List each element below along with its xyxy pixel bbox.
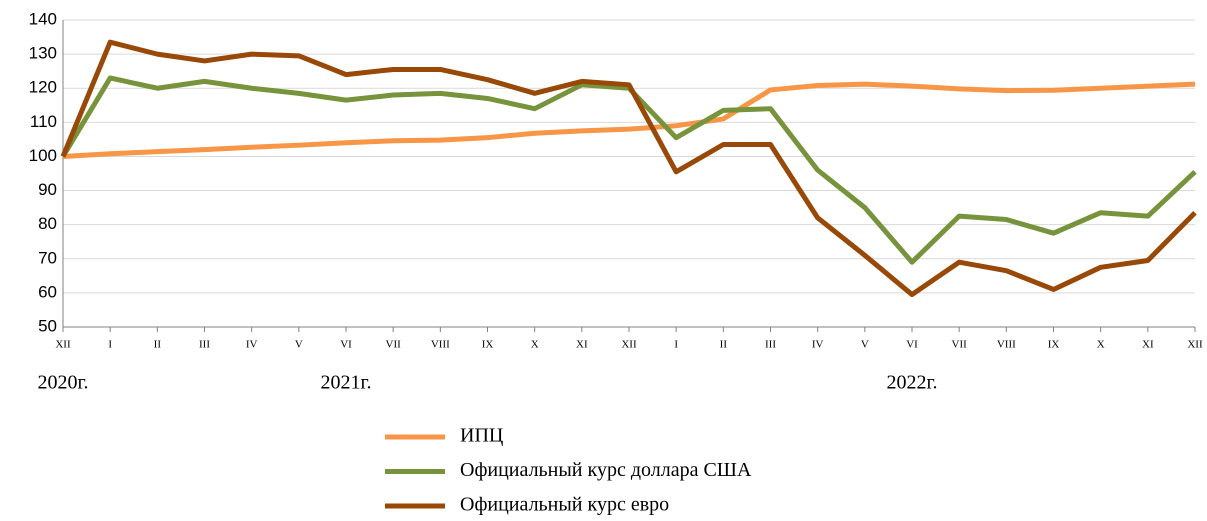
x-tick-label: I	[674, 339, 678, 351]
y-tick-label: 60	[38, 282, 57, 301]
x-tick-label: XII	[1187, 339, 1203, 351]
x-tick-label: II	[154, 339, 162, 351]
y-tick-label: 130	[29, 44, 57, 63]
x-tick-label: IX	[1048, 339, 1060, 351]
y-tick-label: 110	[30, 112, 57, 131]
legend-label: Официальный курс доллара США	[460, 459, 752, 481]
year-label: 2021г.	[321, 372, 372, 394]
x-tick-label: X	[1097, 339, 1105, 351]
x-tick-label: VII	[386, 339, 402, 351]
x-tick-label: XI	[1142, 339, 1154, 351]
y-tick-label: 50	[38, 316, 57, 335]
y-tick-label: 80	[38, 214, 57, 233]
x-tick-label: V	[295, 339, 303, 351]
series-line	[60, 75, 1197, 265]
series-line	[60, 39, 1197, 298]
x-tick-label: IV	[246, 339, 258, 351]
x-tick-label: V	[861, 339, 869, 351]
x-tick-label: XII	[621, 339, 637, 351]
x-tick-label: IX	[482, 339, 494, 351]
series-line	[62, 81, 1196, 159]
year-label: 2022г.	[887, 372, 938, 394]
y-tick-label: 120	[29, 78, 57, 97]
y-tick-label: 140	[29, 9, 57, 28]
x-tick-label: XI	[576, 339, 588, 351]
y-tick-label: 90	[38, 180, 57, 199]
x-tick-label: VI	[340, 339, 352, 351]
x-tick-label: VIII	[431, 339, 450, 351]
x-tick-label: II	[720, 339, 728, 351]
x-tick-label: XII	[55, 339, 71, 351]
legend-label: Официальный курс евро	[460, 494, 669, 516]
y-tick-label: 70	[38, 248, 57, 267]
x-tick-label: VIII	[997, 339, 1016, 351]
x-tick-label: VI	[906, 339, 918, 351]
x-tick-label: IV	[812, 339, 824, 351]
y-tick-label: 100	[29, 146, 57, 165]
x-tick-label: VII	[952, 339, 968, 351]
x-tick-label: III	[199, 339, 210, 351]
legend-label: ИПЦ	[460, 425, 503, 447]
x-tick-label: X	[531, 339, 539, 351]
year-label: 2020г.	[38, 372, 89, 394]
x-tick-label: III	[765, 339, 776, 351]
x-tick-label: I	[108, 339, 112, 351]
